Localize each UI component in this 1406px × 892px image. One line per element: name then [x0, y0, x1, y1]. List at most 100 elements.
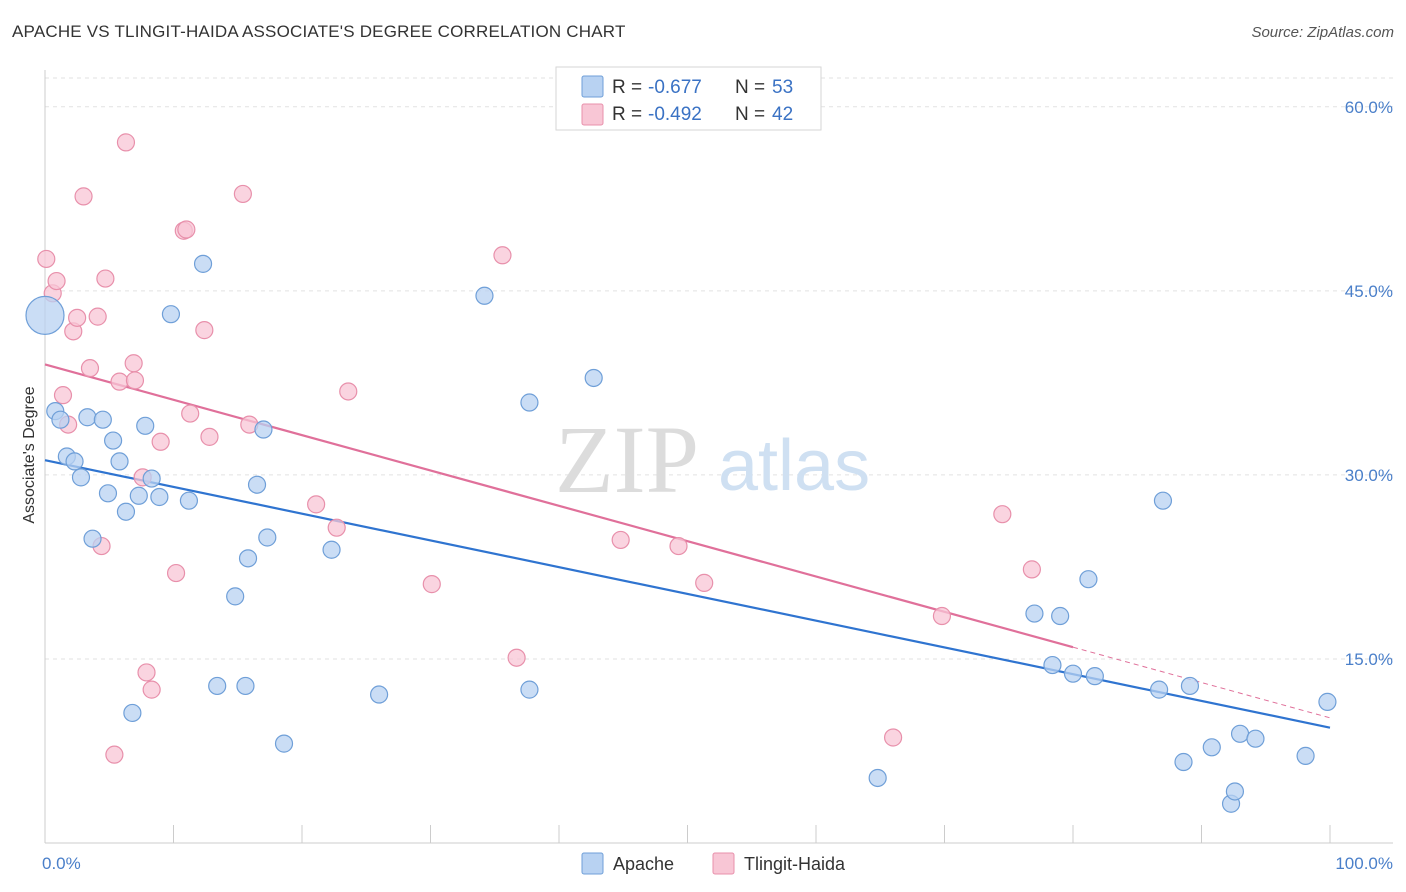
data-point-apache [1079, 570, 1098, 589]
data-point-apache [110, 452, 129, 471]
data-point-tlingit-haida [125, 371, 145, 390]
data-point-apache [584, 368, 603, 388]
data-point-apache [868, 768, 887, 788]
data-point-tlingit-haida [339, 382, 358, 401]
data-point-apache [1025, 604, 1044, 623]
data-point-tlingit-haida [124, 354, 143, 373]
data-point-apache [236, 676, 255, 696]
data-point-tlingit-haida [883, 728, 903, 747]
data-point-apache [1230, 724, 1250, 743]
data-point-apache [1296, 746, 1315, 765]
data-point-tlingit-haida [137, 663, 156, 682]
legend-n-label: N = [735, 77, 765, 98]
trend-line-tlingit-haida [44, 363, 1074, 649]
data-point-apache [1318, 692, 1337, 711]
axes [44, 70, 1393, 844]
data-point-apache [98, 484, 118, 503]
series-legend-swatch-tlingit-haida [712, 852, 735, 875]
data-point-apache [322, 540, 341, 559]
legend-r-label: R = [612, 77, 642, 98]
data-point-tlingit-haida [1022, 560, 1041, 579]
data-point-apache [116, 502, 136, 521]
y-tick-label: 15.0% [1345, 650, 1393, 669]
data-point-apache [1149, 680, 1169, 699]
correlation-legend: R = -0.677 N = 53 R = -0.492 N = 42 [555, 66, 822, 131]
grid-lines [45, 77, 1393, 660]
data-point-tlingit-haida [80, 359, 100, 378]
data-point-tlingit-haida [53, 386, 73, 405]
legend-r-value-apache: -0.677 [648, 77, 702, 98]
chart-title: APACHE VS TLINGIT-HAIDA ASSOCIATE'S DEGR… [12, 22, 626, 41]
legend-swatch-tlingit-haida [581, 103, 604, 126]
data-point-apache [1202, 738, 1221, 757]
data-point-apache [1153, 491, 1173, 510]
data-point-tlingit-haida [37, 249, 56, 269]
series-legend-label-tlingit-haida: Tlingit-Haida [744, 854, 846, 874]
series-legend-swatch-apache [581, 852, 604, 875]
data-point-apache [475, 286, 494, 305]
data-point-apache [247, 475, 267, 494]
legend-r-label: R = [612, 104, 642, 125]
data-point-apache [238, 549, 258, 568]
data-point-tlingit-haida [116, 133, 136, 152]
x-tick-label-max: 100.0% [1335, 854, 1393, 873]
data-point-tlingit-haida [507, 648, 526, 667]
data-point-tlingit-haida [233, 184, 252, 204]
data-point-tlingit-haida [88, 307, 107, 326]
data-point-tlingit-haida [177, 220, 196, 239]
y-tick-label: 30.0% [1345, 466, 1393, 485]
data-point-tlingit-haida [195, 321, 214, 340]
trend-line-apache [44, 459, 1331, 729]
legend-n-label: N = [735, 104, 765, 125]
data-point-apache [1085, 667, 1104, 686]
data-point-tlingit-haida [110, 372, 129, 391]
data-point-apache [129, 486, 148, 505]
y-axis-title: Associate's Degree [21, 386, 38, 523]
data-point-tlingit-haida [993, 505, 1012, 524]
data-point-tlingit-haida [422, 575, 441, 594]
data-point-apache [1063, 664, 1083, 683]
trend-lines [44, 363, 1331, 729]
data-point-tlingit-haida [307, 495, 326, 514]
data-point-apache [1180, 676, 1200, 696]
data-point-apache [520, 680, 539, 699]
data-point-tlingit-haida [105, 745, 124, 764]
data-point-apache [1051, 606, 1070, 626]
data-point-apache [83, 529, 102, 548]
data-point-apache [274, 734, 294, 753]
data-point-apache [78, 408, 97, 427]
data-point-apache [254, 420, 273, 439]
data-point-tlingit-haida [493, 246, 512, 265]
data-point-apache [1225, 782, 1245, 801]
tick-labels: 15.0% 30.0% 45.0% 60.0% 0.0% 100.0% [42, 98, 1393, 873]
data-point-tlingit-haida [327, 518, 346, 537]
watermark-atlas: atlas [718, 426, 870, 506]
data-point-apache [193, 254, 213, 273]
data-point-tlingit-haida [96, 269, 115, 288]
data-points [25, 133, 1337, 813]
legend-r-value-tlingit-haida: -0.492 [648, 104, 702, 125]
data-point-tlingit-haida [200, 427, 219, 446]
legend-swatch-apache [581, 75, 604, 98]
legend-n-value-tlingit-haida: 42 [772, 104, 793, 125]
series-legend-label-apache: Apache [613, 854, 674, 874]
data-point-tlingit-haida [74, 187, 93, 206]
data-point-tlingit-haida [611, 530, 630, 550]
data-point-apache [123, 703, 142, 723]
data-point-tlingit-haida [151, 432, 170, 451]
data-point-apache [1174, 752, 1193, 772]
data-point-apache [142, 469, 161, 488]
data-point-apache [208, 676, 227, 696]
x-tick-label-min: 0.0% [42, 854, 81, 873]
data-point-tlingit-haida [695, 573, 714, 592]
data-point-apache [25, 295, 65, 335]
data-point-tlingit-haida [181, 404, 200, 423]
data-point-apache [1246, 729, 1265, 748]
data-point-apache [520, 393, 539, 412]
data-point-tlingit-haida [166, 563, 186, 583]
data-point-apache [93, 410, 112, 429]
data-point-apache [65, 452, 84, 471]
legend-n-value-apache: 53 [772, 77, 793, 98]
data-point-tlingit-haida [68, 308, 87, 327]
data-point-apache [370, 685, 389, 704]
